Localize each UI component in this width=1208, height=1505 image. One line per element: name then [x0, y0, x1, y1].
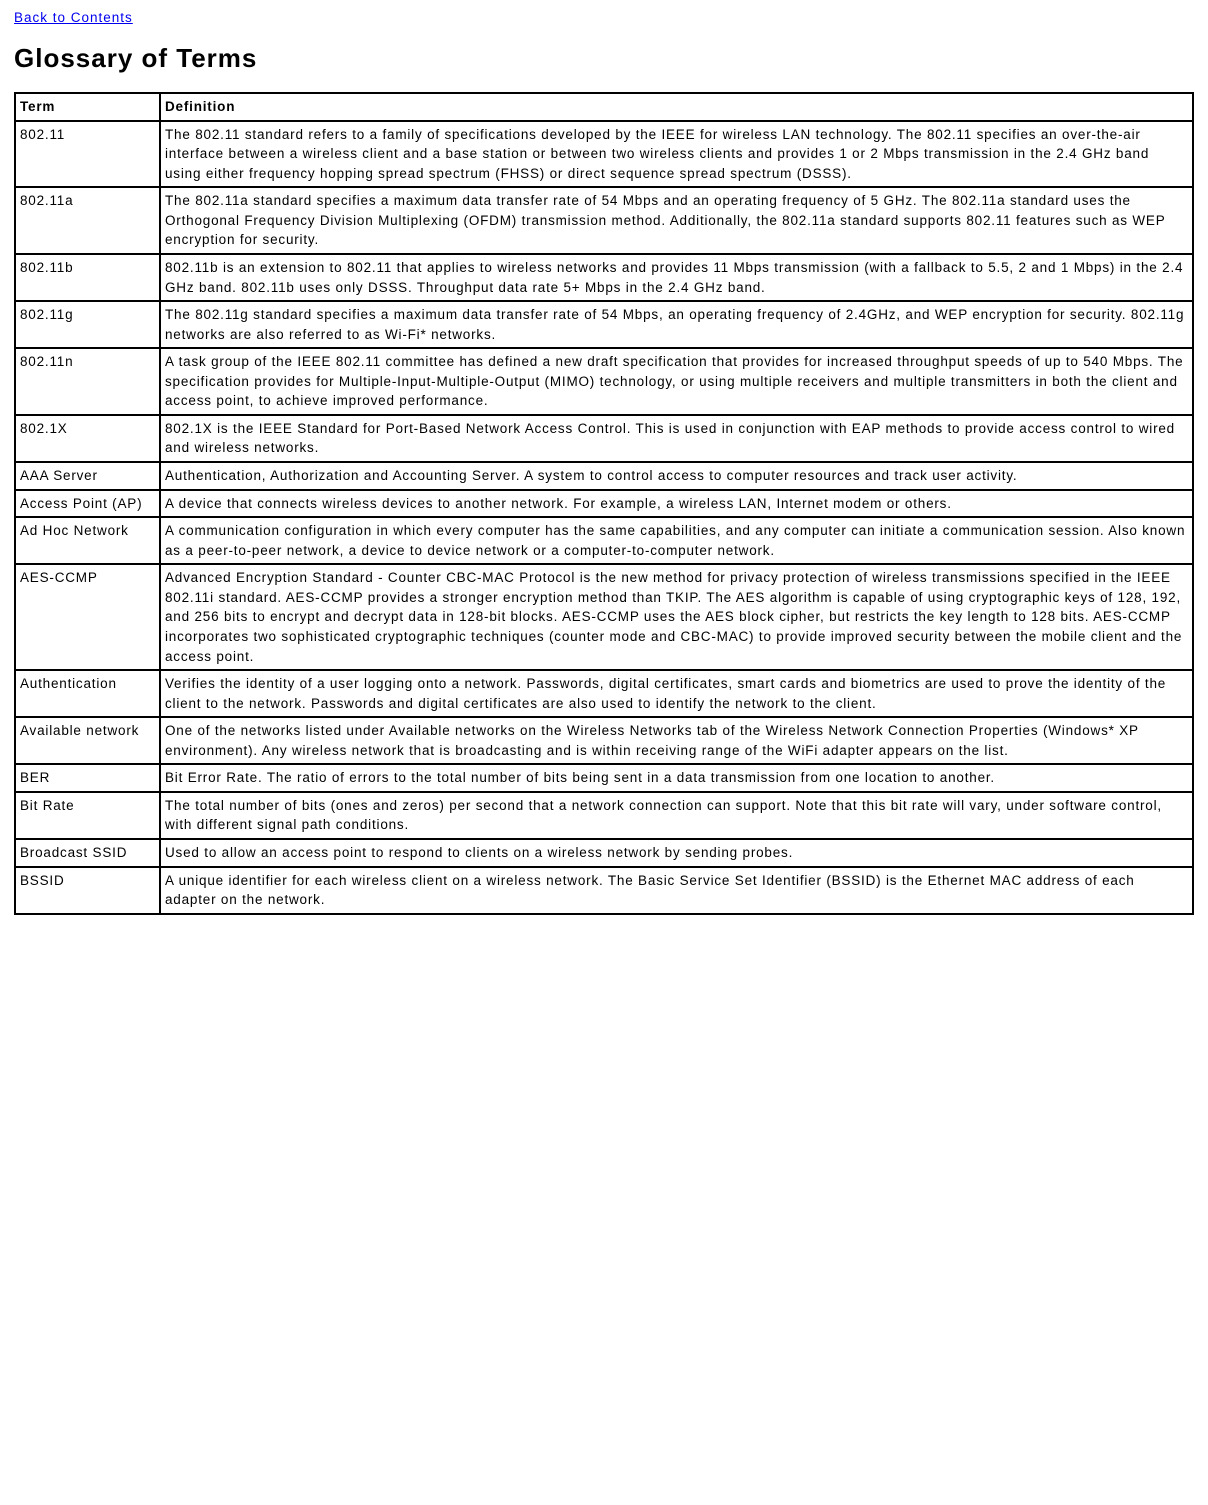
term-cell: Access Point (AP) [15, 490, 160, 518]
term-cell: 802.11b [15, 254, 160, 301]
term-cell: 802.11a [15, 187, 160, 254]
definition-cell: Advanced Encryption Standard - Counter C… [160, 564, 1193, 670]
definition-cell: A device that connects wireless devices … [160, 490, 1193, 518]
term-cell: Ad Hoc Network [15, 517, 160, 564]
definition-cell: A task group of the IEEE 802.11 committe… [160, 348, 1193, 415]
table-row: 802.1X802.1X is the IEEE Standard for Po… [15, 415, 1193, 462]
table-row: 802.11b802.11b is an extension to 802.11… [15, 254, 1193, 301]
table-row: AuthenticationVerifies the identity of a… [15, 670, 1193, 717]
table-row: Access Point (AP)A device that connects … [15, 490, 1193, 518]
term-cell: 802.11n [15, 348, 160, 415]
table-row: Ad Hoc NetworkA communication configurat… [15, 517, 1193, 564]
definition-cell: The 802.11 standard refers to a family o… [160, 121, 1193, 188]
table-row: AES-CCMPAdvanced Encryption Standard - C… [15, 564, 1193, 670]
definition-cell: The 802.11g standard specifies a maximum… [160, 301, 1193, 348]
term-cell: BER [15, 764, 160, 792]
table-row: 802.11nA task group of the IEEE 802.11 c… [15, 348, 1193, 415]
term-cell: 802.11 [15, 121, 160, 188]
term-cell: AAA Server [15, 462, 160, 490]
back-to-contents-link[interactable]: Back to Contents [14, 10, 133, 25]
definition-cell: Verifies the identity of a user logging … [160, 670, 1193, 717]
table-row: Available networkOne of the networks lis… [15, 717, 1193, 764]
table-row: 802.11gThe 802.11g standard specifies a … [15, 301, 1193, 348]
term-cell: Broadcast SSID [15, 839, 160, 867]
term-cell: AES-CCMP [15, 564, 160, 670]
header-definition: Definition [160, 93, 1193, 121]
definition-cell: A unique identifier for each wireless cl… [160, 867, 1193, 914]
term-cell: 802.1X [15, 415, 160, 462]
term-cell: Authentication [15, 670, 160, 717]
term-cell: BSSID [15, 867, 160, 914]
table-row: Broadcast SSIDUsed to allow an access po… [15, 839, 1193, 867]
definition-cell: A communication configuration in which e… [160, 517, 1193, 564]
definition-cell: One of the networks listed under Availab… [160, 717, 1193, 764]
definition-cell: Used to allow an access point to respond… [160, 839, 1193, 867]
term-cell: 802.11g [15, 301, 160, 348]
term-cell: Available network [15, 717, 160, 764]
term-cell: Bit Rate [15, 792, 160, 839]
table-row: BSSIDA unique identifier for each wirele… [15, 867, 1193, 914]
table-row: 802.11The 802.11 standard refers to a fa… [15, 121, 1193, 188]
definition-cell: Authentication, Authorization and Accoun… [160, 462, 1193, 490]
page-title: Glossary of Terms [14, 43, 1194, 74]
definition-cell: The total number of bits (ones and zeros… [160, 792, 1193, 839]
table-row: AAA ServerAuthentication, Authorization … [15, 462, 1193, 490]
definition-cell: The 802.11a standard specifies a maximum… [160, 187, 1193, 254]
table-row: 802.11aThe 802.11a standard specifies a … [15, 187, 1193, 254]
definition-cell: Bit Error Rate. The ratio of errors to t… [160, 764, 1193, 792]
definition-cell: 802.1X is the IEEE Standard for Port-Bas… [160, 415, 1193, 462]
glossary-table: Term Definition 802.11The 802.11 standar… [14, 92, 1194, 915]
definition-cell: 802.11b is an extension to 802.11 that a… [160, 254, 1193, 301]
table-row: Bit RateThe total number of bits (ones a… [15, 792, 1193, 839]
header-term: Term [15, 93, 160, 121]
table-row: BERBit Error Rate. The ratio of errors t… [15, 764, 1193, 792]
